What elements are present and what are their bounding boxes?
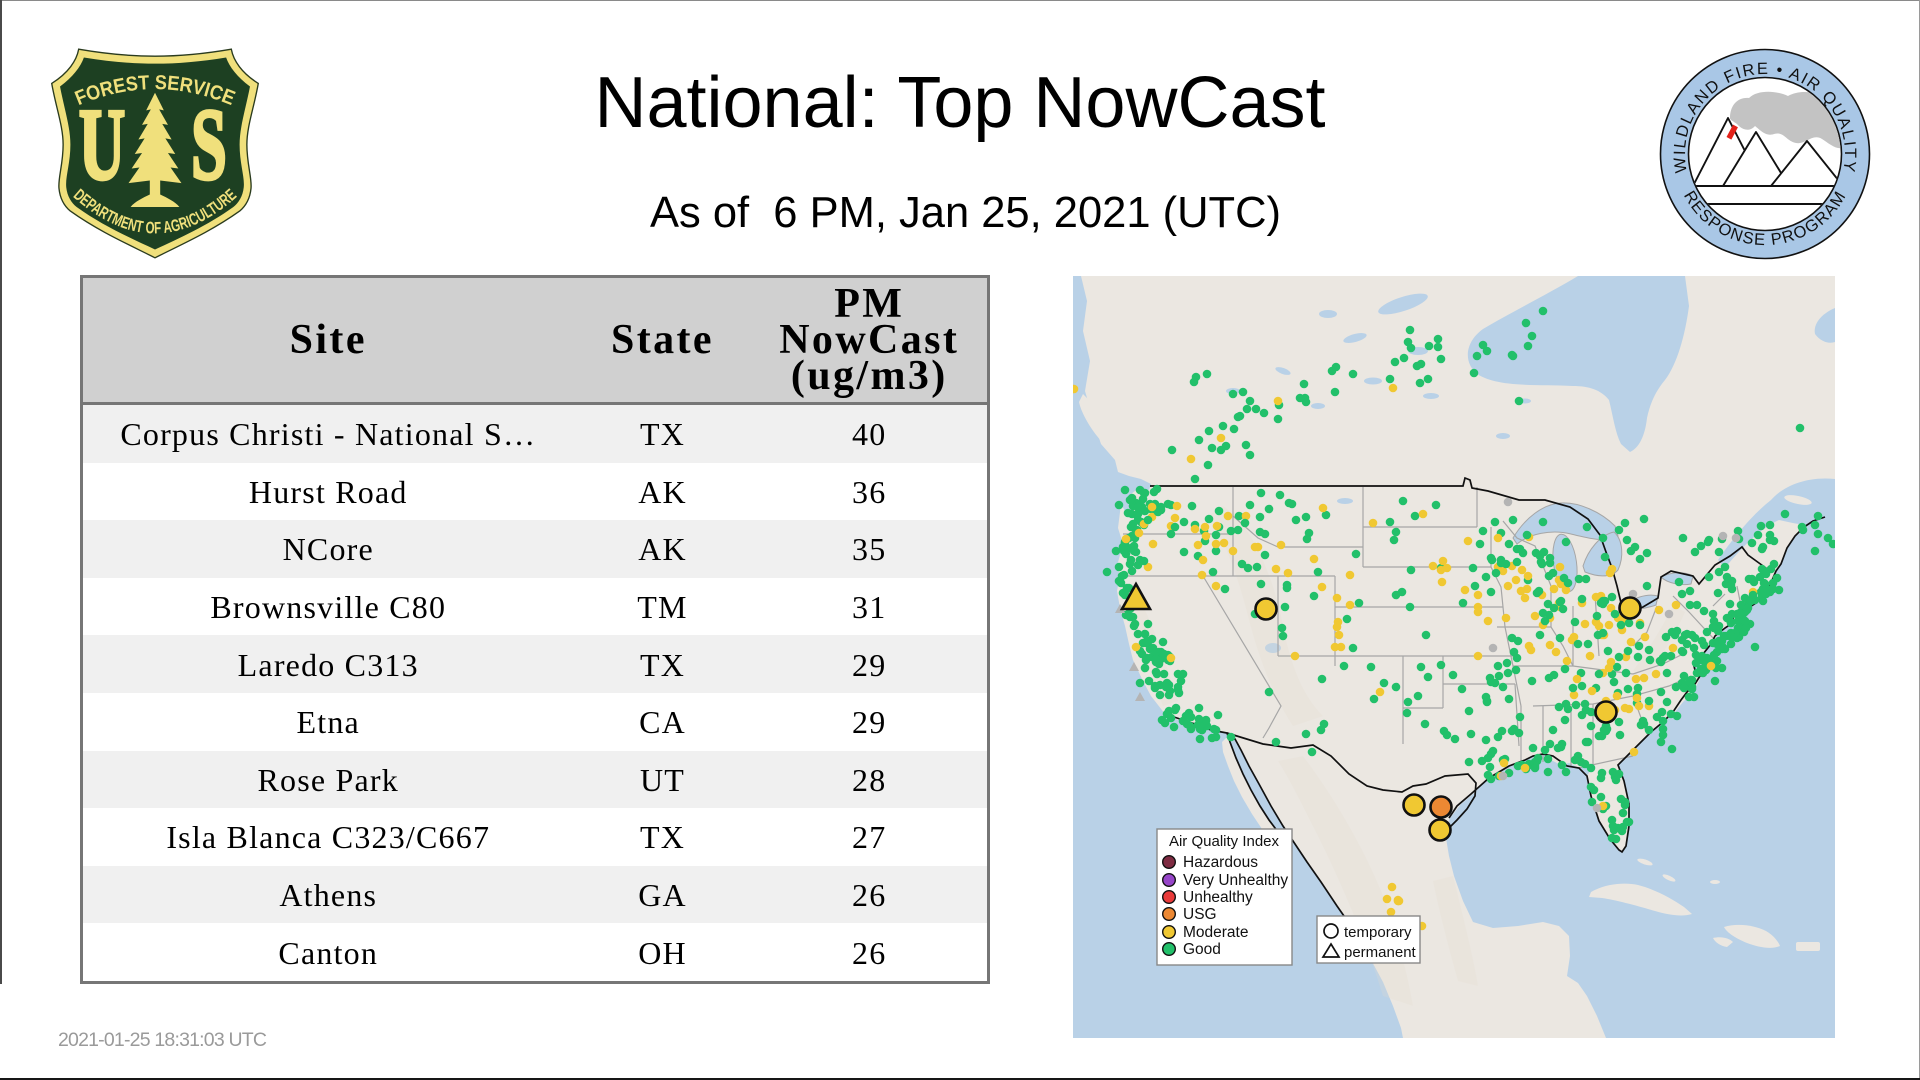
svg-text:U: U — [79, 89, 125, 201]
svg-text:Unhealthy: Unhealthy — [1183, 889, 1253, 906]
svg-text:Hazardous: Hazardous — [1183, 854, 1258, 871]
svg-text:temporary: temporary — [1344, 924, 1412, 941]
svg-text:permanent: permanent — [1344, 944, 1417, 961]
svg-text:Moderate: Moderate — [1183, 924, 1248, 941]
svg-text:Very Unhealthy: Very Unhealthy — [1183, 872, 1288, 889]
svg-text:Good: Good — [1183, 941, 1221, 958]
svg-text:S: S — [191, 89, 227, 201]
svg-text:Air Quality Index: Air Quality Index — [1169, 833, 1280, 850]
svg-text:USG: USG — [1183, 906, 1217, 923]
